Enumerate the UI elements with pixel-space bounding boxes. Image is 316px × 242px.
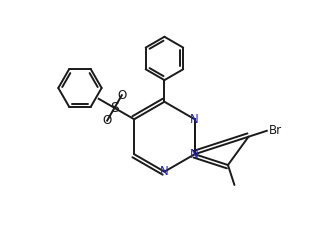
Text: N: N (190, 148, 199, 161)
Text: O: O (102, 114, 112, 127)
Text: N: N (160, 165, 169, 178)
Text: O: O (117, 89, 126, 102)
Text: N: N (190, 113, 199, 126)
Text: S: S (110, 101, 119, 115)
Text: Br: Br (269, 124, 282, 137)
